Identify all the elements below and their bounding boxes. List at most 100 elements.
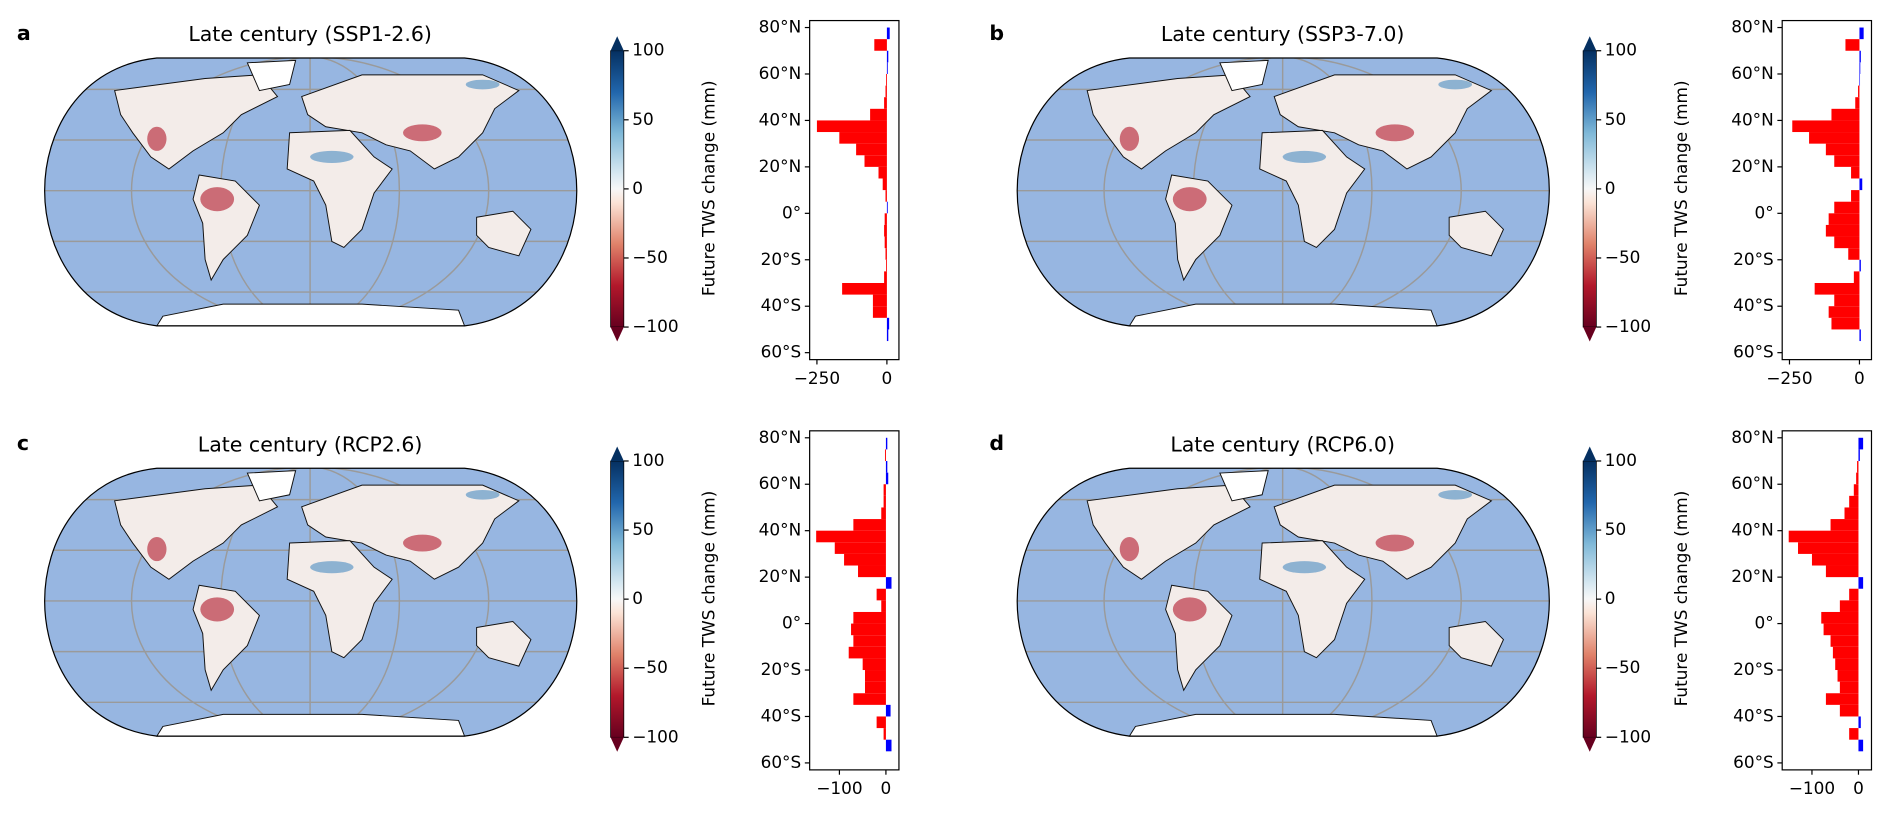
y-tick-label: 60°S (761, 752, 802, 772)
zonal-bar (848, 646, 886, 659)
zonal-bar (1851, 166, 1860, 179)
y-tick-label: 60°N (759, 63, 802, 83)
zonal-bar (1859, 178, 1863, 191)
zonal-bar (885, 437, 888, 450)
zonal-bar (872, 306, 887, 318)
y-tick-label: 20°S (761, 659, 802, 679)
zonal-bar (886, 201, 888, 214)
x-tick-label: 0 (882, 368, 893, 388)
zonal-bar (886, 317, 890, 330)
zonal-bar (1859, 73, 1861, 86)
zonal-bar (883, 728, 886, 740)
colorbar-label: Future TWS change (mm) (1671, 80, 1691, 296)
zonal-bar (1830, 519, 1859, 531)
zonal-bar (851, 623, 886, 636)
zonal-bar (874, 39, 887, 51)
zonal-bar (885, 190, 887, 202)
zonal-bar (1825, 224, 1860, 237)
map (1009, 48, 1564, 338)
zonal-bar (1821, 611, 1859, 624)
colorbar-extend (1583, 737, 1597, 752)
zonal-bar (858, 565, 886, 578)
zonal-bar (1858, 577, 1864, 589)
zonal-bar (816, 530, 886, 543)
colorbar-tick-label: 100 (1605, 40, 1637, 60)
colorbar-tick-label: 0 (632, 588, 643, 608)
colorbar-tick-label: 50 (632, 519, 653, 539)
zonal-bar (1839, 704, 1859, 717)
y-tick-label: 60°N (1731, 473, 1774, 493)
x-tick-label: 0 (1853, 778, 1864, 798)
colorbar-label: Future TWS change (mm) (699, 80, 719, 296)
y-tick-label: 40°N (1731, 520, 1774, 540)
zonal-bar (876, 716, 886, 729)
panel: c Late century (RCP2.6) −100 −50 0 50 100 Futur… (17, 427, 900, 798)
zonal-bar (882, 178, 887, 191)
zonal-bar (853, 693, 886, 705)
map (36, 48, 591, 338)
y-tick-label: 20°N (759, 156, 802, 176)
colorbar (1582, 460, 1597, 738)
colorbar-extend (610, 737, 624, 752)
colorbar (610, 50, 625, 328)
axes-frame (1781, 430, 1873, 771)
zonal-bar (885, 577, 892, 589)
zonal-bar (1825, 693, 1859, 705)
colorbar-label: Future TWS change (mm) (1671, 491, 1691, 707)
zonal-bar (1856, 472, 1859, 485)
zonal-bar (816, 120, 887, 133)
colorbar-tick-label: −100 (1605, 316, 1651, 336)
colorbar-tick-label: 0 (1605, 588, 1616, 608)
y-tick-label: 40°N (759, 109, 802, 129)
zonal-bar (1858, 437, 1864, 450)
colorbar (1582, 50, 1597, 328)
zonal-bar (1830, 635, 1859, 647)
colorbar-extend (610, 36, 624, 51)
zonal-bar (884, 271, 887, 283)
x-tick-label: −250 (794, 368, 840, 388)
zonal-bar (853, 519, 886, 531)
zonal-bar (1859, 50, 1861, 63)
y-tick-label: 60°N (1731, 63, 1774, 83)
y-tick-label: 60°S (1733, 752, 1774, 772)
zonal-bar (853, 611, 886, 624)
zonal-bar (886, 27, 890, 40)
zonal-bar (853, 635, 886, 647)
colorbar-extend (1583, 446, 1597, 461)
zonal-bar (884, 449, 886, 462)
colorbar-tick-label: −100 (632, 726, 678, 746)
y-tick-label: 0° (1755, 613, 1774, 633)
zonal-bar (1853, 484, 1859, 496)
panel-label: b (989, 21, 1004, 45)
zonal-bar (862, 658, 886, 671)
zonal-bar (1834, 236, 1860, 249)
zonal-bar (1849, 588, 1859, 601)
zonal-bar (886, 259, 887, 272)
zonal-bar (1811, 553, 1859, 566)
zonal-bar (1825, 143, 1860, 156)
colorbar (610, 460, 625, 738)
zonal-bar (885, 739, 892, 752)
y-tick-label: 0° (782, 202, 801, 222)
panel-label: c (17, 431, 29, 455)
zonal-bar (842, 282, 887, 295)
zonal-bar (885, 472, 889, 485)
zonal-bar (1823, 623, 1859, 636)
x-tick-label: 0 (881, 778, 892, 798)
zonal-bar (886, 73, 887, 86)
zonal-bar (885, 85, 887, 98)
y-tick-label: 0° (1755, 202, 1774, 222)
panel: d Late century (RCP6.0) −100 −50 0 50 100 Futur… (989, 427, 1873, 798)
zonal-bar (1792, 120, 1860, 133)
zonal-bar (1831, 317, 1860, 330)
y-tick-label: 20°N (1731, 156, 1774, 176)
zonal-bar (1858, 85, 1860, 98)
y-tick-label: 80°N (1731, 427, 1774, 447)
zonal-bar (1837, 670, 1859, 682)
x-tick-label: −250 (1766, 368, 1812, 388)
zonal-bar (1849, 728, 1859, 740)
y-tick-label: 40°N (759, 520, 802, 540)
colorbar-extend (1583, 327, 1597, 342)
y-tick-label: 80°N (759, 427, 802, 447)
colorbar-tick-label: −50 (632, 657, 668, 677)
